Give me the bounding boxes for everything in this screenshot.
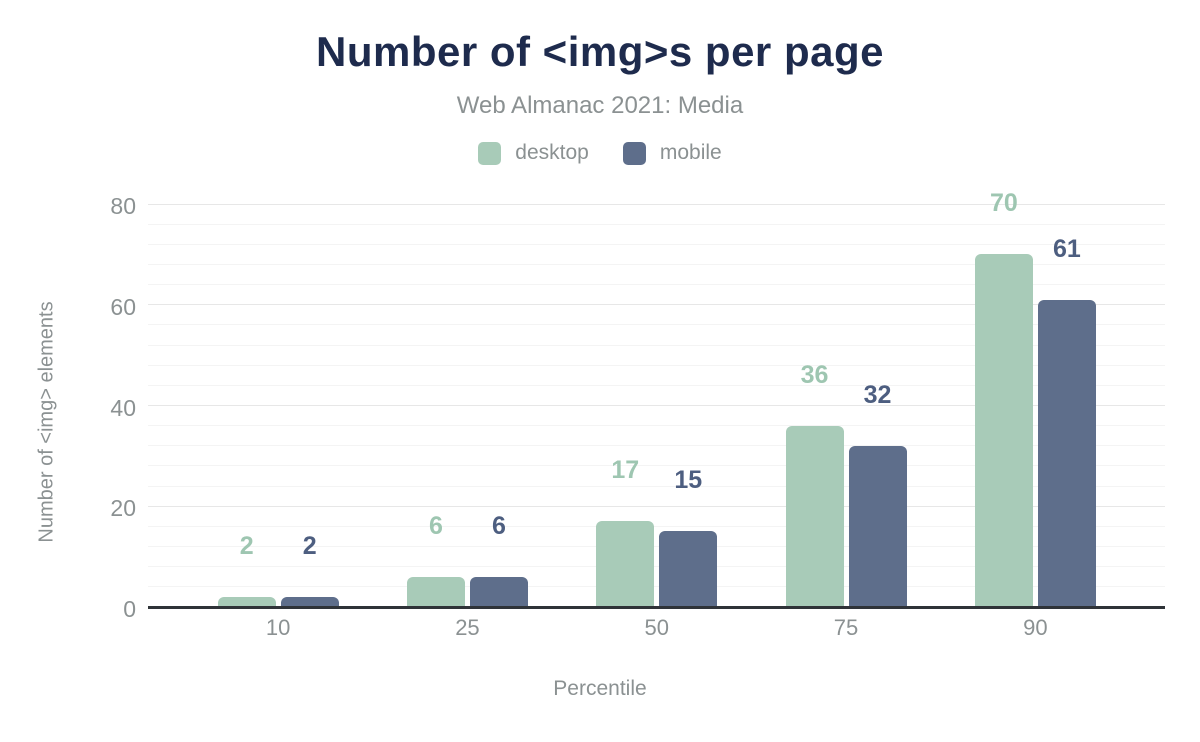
minor-gridline [148,445,1165,447]
major-gridline [148,304,1165,306]
bar-label-mobile-p25: 6 [491,511,506,540]
legend-item-desktop[interactable]: desktop [478,141,589,165]
bar-mobile-p10[interactable] [280,596,339,607]
bar-label-desktop-p10: 2 [239,531,254,560]
minor-gridline [148,263,1165,265]
minor-gridline [148,566,1165,568]
x-tick-label: 25 [455,615,480,640]
minor-gridline [148,586,1165,588]
minor-gridline [148,465,1165,467]
legend-item-mobile[interactable]: mobile [622,141,722,165]
bar-desktop-p50[interactable] [596,521,655,607]
minor-gridline [148,243,1165,245]
minor-gridline [148,485,1165,487]
legend: desktop mobile [0,141,1200,165]
minor-gridline [148,284,1165,286]
bar-mobile-p75[interactable] [848,445,907,607]
bar-label-mobile-p50: 15 [674,466,703,495]
x-tick-label: 50 [644,615,669,640]
legend-label-desktop: desktop [515,141,589,164]
y-tick-label: 0 [123,596,136,622]
bar-label-mobile-p90: 61 [1052,234,1081,263]
bar-label-mobile-p75: 32 [863,380,892,409]
bar-label-desktop-p90: 70 [989,189,1018,218]
legend-label-mobile: mobile [659,141,722,164]
chart-title: Number of <img>s per page [316,28,884,75]
major-gridline [148,405,1165,406]
minor-gridline [148,223,1165,225]
bar-mobile-p25[interactable] [469,576,528,607]
bar-label-desktop-p75: 36 [800,360,829,389]
x-axis-title: Percentile [553,677,647,700]
bar-label-mobile-p10: 2 [302,531,317,560]
bar-desktop-p90[interactable] [974,254,1033,607]
legend-swatch-mobile [622,141,646,165]
y-axis-title: Number of <img> elements [35,301,58,543]
bar-desktop-p75[interactable] [785,425,844,607]
bar-mobile-p90[interactable] [1037,299,1096,607]
bar-label-desktop-p50: 17 [611,456,640,485]
legend-swatch-desktop [478,141,502,165]
x-axis-line [148,606,1165,609]
x-tick-label: 90 [1023,615,1048,640]
major-gridline [148,203,1165,205]
minor-gridline [148,525,1165,527]
bar-mobile-p50[interactable] [659,531,718,607]
x-tick-label: 75 [833,615,859,640]
bar-desktop-p25[interactable] [406,576,465,607]
minor-gridline [148,425,1165,427]
x-tick-label: 10 [265,615,291,640]
y-tick-label: 40 [110,394,136,421]
y-tick-label: 20 [110,495,136,522]
chart-subtitle: Web Almanac 2021: Media [456,92,744,119]
minor-gridline [148,324,1165,326]
minor-gridline [148,344,1165,346]
major-gridline [148,505,1165,507]
bar-desktop-p10[interactable] [217,596,276,607]
y-tick-label: 60 [110,293,136,320]
y-tick-label: 80 [110,193,136,219]
minor-gridline [148,364,1165,366]
bar-label-desktop-p25: 6 [428,511,443,540]
minor-gridline [148,384,1165,386]
minor-gridline [148,546,1165,548]
